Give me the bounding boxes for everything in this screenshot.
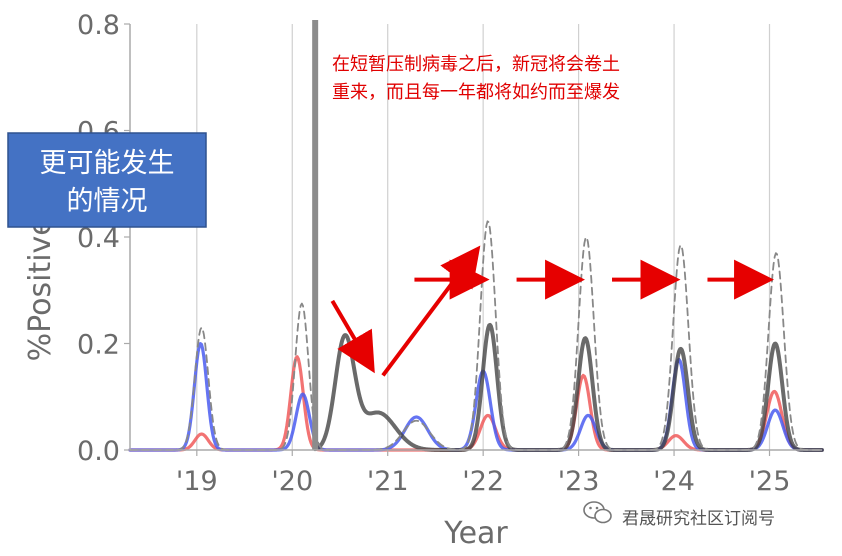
y-tick-label: 0.0 [77,436,120,467]
label-box-line-2: 的情况 [67,186,148,217]
x-tick-label: '19 [176,466,218,497]
watermark-text: 君晟研究社区订阅号 [622,509,775,529]
wechat-icon [583,501,612,524]
label-box: 更可能发生 的情况 [7,132,207,228]
y-tick-label: 0.2 [77,330,120,361]
x-tick-label: '22 [462,466,504,497]
x-tick-label: '23 [558,466,600,497]
y-tick-label: 0.4 [77,223,120,254]
red-arrow [330,299,375,374]
y-tick-label: 0.8 [77,10,120,41]
x-axis-title: Year [443,516,508,551]
annotation-line-1: 在短暂压制病毒之后，新冠将会卷土 [332,54,620,75]
x-tick-label: '24 [653,466,695,497]
label-box-line-1: 更可能发生 [40,148,175,179]
x-tick-label: '21 [367,466,409,497]
annotation-line-2: 重来，而且每一年都将如约而至爆发 [332,82,620,103]
watermark: 君晟研究社区订阅号 [583,501,775,529]
x-tick-label: '20 [271,466,313,497]
x-tick-label: '25 [749,466,791,497]
